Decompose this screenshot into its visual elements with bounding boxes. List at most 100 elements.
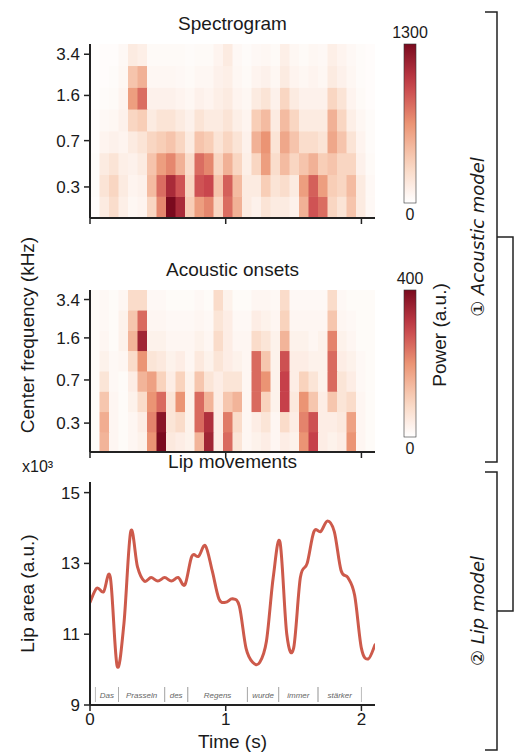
heatmap-cell <box>328 310 338 331</box>
heatmap-cell <box>366 44 376 66</box>
heatmap-cell <box>138 330 148 351</box>
heatmap-cell <box>309 411 319 432</box>
heatmap-cell <box>157 290 167 311</box>
heatmap-cell <box>233 196 243 218</box>
heatmap-cell <box>347 391 357 412</box>
y-tick-label: 15 <box>61 484 80 503</box>
word-boundary <box>318 687 319 702</box>
y-tick-label: 3.4 <box>56 45 80 64</box>
heatmap-cell <box>261 174 271 196</box>
x-tick-label: 0 <box>85 710 94 729</box>
word-label: stärker <box>327 691 352 700</box>
heatmap-cell <box>166 290 176 311</box>
heatmap-cell <box>280 290 290 311</box>
heatmap-cell <box>223 350 233 371</box>
heatmap-cell <box>261 153 271 175</box>
heatmap-cell <box>214 432 224 452</box>
heatmap-cell <box>166 131 176 153</box>
heatmap-cell <box>271 174 281 196</box>
heatmap-cell <box>318 371 328 392</box>
heatmap-cell <box>366 65 376 87</box>
heatmap-cell <box>128 65 138 87</box>
heatmap-cell <box>252 411 262 432</box>
heatmap-cell <box>195 196 205 218</box>
heatmap-cell <box>280 109 290 132</box>
heatmap-cell <box>299 411 309 432</box>
heatmap-cell <box>138 371 148 392</box>
heatmap-cell <box>328 432 338 452</box>
heatmap-cell <box>128 290 138 311</box>
heatmap-cell <box>119 44 129 66</box>
chart-title: Spectrogram <box>178 13 287 34</box>
heatmap-cell <box>318 290 328 311</box>
heatmap-cell <box>233 350 243 371</box>
heatmap-cell <box>176 330 186 351</box>
heatmap-cell <box>318 432 328 452</box>
heatmap-cell <box>356 350 366 371</box>
heatmap-cell <box>242 310 252 331</box>
word-boundary <box>187 687 188 702</box>
heatmap-cell <box>109 131 119 153</box>
heatmap-cell <box>252 391 262 412</box>
heatmap-cell <box>176 310 186 331</box>
heatmap-cell <box>204 87 214 109</box>
heatmap-cell <box>366 196 376 218</box>
heatmap-cell <box>176 196 186 218</box>
heatmap-cell <box>147 174 157 196</box>
heatmap-cell <box>223 131 233 153</box>
heatmap-cell <box>195 310 205 331</box>
chart-title: Acoustic onsets <box>166 259 299 280</box>
heatmap-cell <box>147 391 157 412</box>
heatmap-cell <box>280 87 290 109</box>
y-tick <box>84 53 90 55</box>
heatmap-cell <box>356 371 366 392</box>
heatmap-cell <box>299 432 309 452</box>
word-boundary <box>164 687 165 702</box>
heatmap-cell <box>128 411 138 432</box>
heatmap-cell <box>366 350 376 371</box>
line <box>90 521 375 667</box>
heatmap-cell <box>214 290 224 311</box>
heatmap-cell <box>176 131 186 153</box>
heatmap-cell <box>233 432 243 452</box>
heatmap-cell <box>157 350 167 371</box>
heatmap-cell <box>100 196 110 218</box>
heatmap-cell <box>214 330 224 351</box>
heatmap-cell <box>157 330 167 351</box>
heatmap-cell <box>280 371 290 392</box>
heatmap-cell <box>176 350 186 371</box>
heatmap-cell <box>299 174 309 196</box>
heatmap-cell <box>204 109 214 132</box>
heatmap-cell <box>90 290 100 311</box>
heatmap-cell <box>90 391 100 412</box>
heatmap-cell <box>242 330 252 351</box>
heatmap-cell <box>100 432 110 452</box>
heatmap-cell <box>90 174 100 196</box>
heatmap-cell <box>261 391 271 412</box>
heatmap-cell <box>147 350 157 371</box>
heatmap-cell <box>138 109 148 132</box>
heatmap-cell <box>223 87 233 109</box>
heatmap-cell <box>223 391 233 412</box>
word-label: Das <box>100 691 114 700</box>
y-tick-label: 13 <box>61 554 80 573</box>
heatmap-cell <box>90 350 100 371</box>
heatmap-cell <box>328 290 338 311</box>
y-tick <box>84 379 90 381</box>
y-tick <box>84 563 90 565</box>
heatmap-cell <box>356 310 366 331</box>
heatmap-cell <box>233 87 243 109</box>
word-boundary <box>118 687 119 702</box>
heatmap-cell <box>128 109 138 132</box>
heatmap-cell <box>185 391 195 412</box>
heatmap-cell <box>90 196 100 218</box>
heatmap-cell <box>280 411 290 432</box>
heatmap-cell <box>204 330 214 351</box>
heatmap-cell <box>138 44 148 66</box>
heatmap-cell <box>309 391 319 412</box>
heatmap-cell <box>271 391 281 412</box>
y-axis-title: Center frequency (kHz) <box>17 237 38 433</box>
heatmap-cell <box>347 131 357 153</box>
heatmap-cell <box>299 371 309 392</box>
heatmap-cell <box>233 411 243 432</box>
